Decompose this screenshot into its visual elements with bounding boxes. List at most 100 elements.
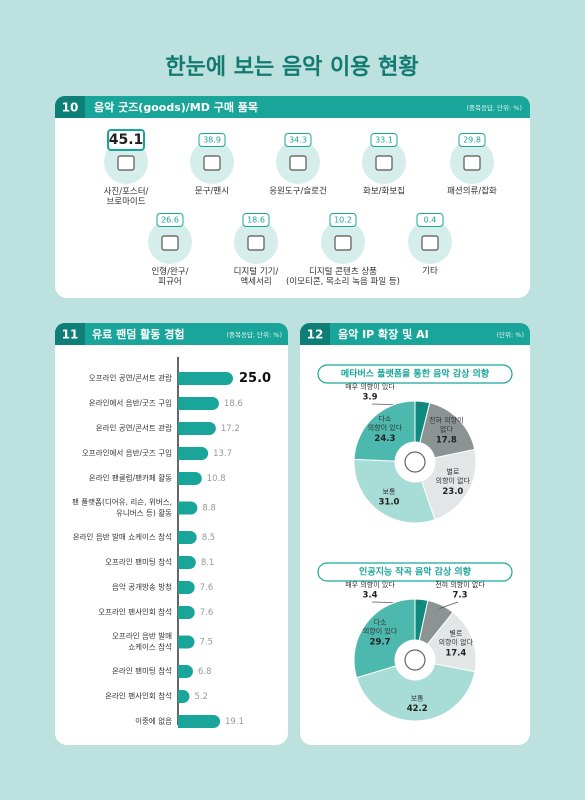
pie-slice xyxy=(420,448,477,521)
slice-label: 매우 의향이 있다 xyxy=(345,580,395,589)
section-number-box xyxy=(300,334,330,345)
section-title: 음악 굿즈(goods)/MD 구매 품목 xyxy=(94,100,258,114)
icon-glyph xyxy=(247,235,265,251)
category-label: 온라인 팬클럽/팬카페 활동 xyxy=(89,473,172,483)
section-number: 10 xyxy=(62,101,79,115)
value-badge xyxy=(156,213,184,227)
panel-header xyxy=(55,107,530,118)
value-label: 8.1 xyxy=(201,558,215,568)
pie-slice xyxy=(426,611,477,673)
category-label: 온라인 공연/콘서트 관람 xyxy=(96,423,172,433)
slice-value: 31.0 xyxy=(378,497,399,507)
bar xyxy=(178,447,209,460)
category-label: 이중에 없음 xyxy=(135,716,172,726)
value-label: 29.8 xyxy=(463,136,481,145)
slice-label: 보통 xyxy=(411,694,424,702)
slice-label: 전혀 의향이 없다 xyxy=(429,415,463,433)
value-label: 5.2 xyxy=(194,692,208,702)
category-label: 사진/포스터/브로마이드 xyxy=(104,186,149,207)
bar xyxy=(178,372,233,385)
subtitle-pill xyxy=(317,562,513,582)
bar xyxy=(178,606,195,619)
value-label: 25.0 xyxy=(239,371,271,386)
section-note: (단위: %) xyxy=(497,330,524,339)
pie-slice xyxy=(353,458,436,524)
value-label: 18.6 xyxy=(247,216,265,225)
section-number: 12 xyxy=(307,328,324,342)
bar xyxy=(178,531,197,544)
bar xyxy=(178,422,216,435)
category-label: 인형/완구/피규어 xyxy=(151,266,188,287)
slice-value: 3.9 xyxy=(362,393,377,403)
category-label: 디지털 콘텐츠 상품 (이모티콘, 목소리 녹음 파일 등) xyxy=(286,266,400,287)
category-label: 팬 플랫폼(디어유, 리슨, 위버스, 유니버스 등) 활동 xyxy=(72,497,172,518)
slice-label: 별로 의향이 없다 xyxy=(436,467,471,485)
slice-label: 별로 의향이 없다 xyxy=(439,629,474,647)
slice-value: 23.0 xyxy=(442,487,463,497)
slice-value: 29.7 xyxy=(370,638,391,648)
panel-header xyxy=(300,334,530,345)
value-label: 45.1 xyxy=(109,132,144,148)
category-label: 음악 공개방송 방청 xyxy=(112,582,172,592)
value-badge xyxy=(198,133,226,147)
section-number: 11 xyxy=(62,328,79,342)
category-label: 온라인 음반 발매 쇼케이스 참석 xyxy=(73,532,172,542)
value-label: 17.2 xyxy=(221,424,240,434)
bar xyxy=(178,397,219,410)
category-label: 오프라인 음반 발매 쇼케이스 참석 xyxy=(112,631,172,652)
category-label: 화보/화보집 xyxy=(363,186,405,197)
category-label: 온라인에서 음반/굿즈 구입 xyxy=(89,398,172,408)
category-label: 온라인 팬사인회 참석 xyxy=(105,691,172,701)
bar xyxy=(178,556,196,569)
bar xyxy=(178,715,221,728)
category-label: 기타 xyxy=(422,267,438,277)
bar xyxy=(178,501,198,515)
icon-glyph xyxy=(463,155,481,171)
category-label: 온라인 팬미팅 참석 xyxy=(112,666,172,676)
icon-glyph xyxy=(203,155,221,171)
value-label: 38.9 xyxy=(203,136,221,145)
value-badge xyxy=(370,133,398,147)
category-label: 응원도구/슬로건 xyxy=(269,186,327,197)
slice-value: 17.4 xyxy=(445,649,466,659)
value-label: 7.6 xyxy=(200,583,214,593)
pie-slice xyxy=(353,400,416,462)
value-label: 26.6 xyxy=(161,216,179,225)
slice-value: 3.4 xyxy=(362,591,377,601)
bar xyxy=(178,472,202,485)
value-label: 8.8 xyxy=(202,504,216,514)
section-number-box xyxy=(55,107,85,118)
category-label: 오프라인에서 음반/굿즈 구입 xyxy=(82,448,172,458)
value-badge xyxy=(458,133,486,147)
bar xyxy=(178,581,195,594)
section-note: (중복응답, 단위: %) xyxy=(226,330,282,339)
section-number-box xyxy=(55,334,85,345)
icon-glyph xyxy=(421,235,439,251)
slice-value: 42.2 xyxy=(407,704,428,714)
category-label: 오프라인 공연/콘서트 관람 xyxy=(89,373,172,383)
center-icon xyxy=(404,649,426,671)
center-icon xyxy=(404,451,426,473)
icon-glyph xyxy=(161,235,179,251)
icon-glyph xyxy=(117,155,135,171)
value-badge xyxy=(107,129,145,151)
panel xyxy=(55,323,288,745)
bar xyxy=(178,690,190,703)
value-label: 8.5 xyxy=(202,533,216,543)
pie-slice xyxy=(353,598,416,679)
slice-label: 매우 의향이 있다 xyxy=(345,382,395,391)
slice-value: 7.3 xyxy=(452,591,467,601)
slice-value: 17.8 xyxy=(436,435,457,445)
icon-glyph xyxy=(289,155,307,171)
icon-glyph xyxy=(375,155,393,171)
value-label: 10.8 xyxy=(207,474,226,484)
value-label: 7.6 xyxy=(200,608,214,618)
value-label: 34.3 xyxy=(289,136,307,145)
value-label: 0.4 xyxy=(424,216,437,225)
panel-header xyxy=(55,334,288,345)
section-title: 음악 IP 확장 및 AI xyxy=(338,327,429,341)
category-label: 오프라인 팬미팅 참석 xyxy=(105,557,172,567)
